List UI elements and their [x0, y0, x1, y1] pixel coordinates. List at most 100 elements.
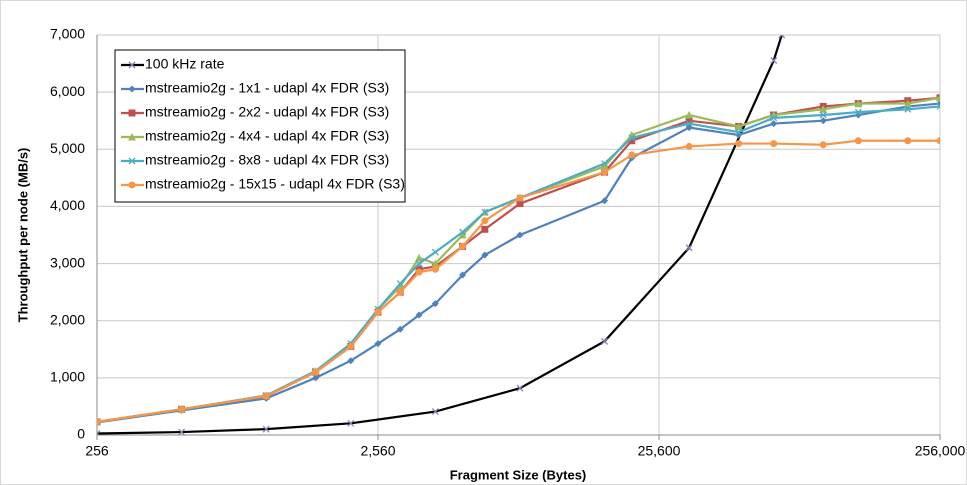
marker: [396, 282, 405, 290]
marker: [396, 280, 404, 288]
marker: [516, 231, 524, 239]
marker: [178, 405, 186, 413]
marker: [628, 151, 636, 159]
marker: [601, 168, 609, 176]
marker: [685, 120, 693, 128]
marker: [431, 265, 439, 273]
marker: [178, 428, 186, 435]
marker: [854, 108, 862, 116]
marker: [819, 105, 828, 113]
marker: [854, 137, 862, 145]
legend-label: mstreamio2g - 1x1 - udapl 4x FDR (S3): [145, 80, 389, 96]
marker: [903, 99, 912, 108]
marker: [347, 357, 355, 365]
y-tick-label: 2,000: [50, 311, 85, 327]
y-tick-label: 7,000: [50, 26, 85, 42]
marker: [347, 419, 355, 427]
marker: [936, 102, 940, 110]
marker: [481, 251, 489, 259]
marker: [770, 120, 778, 128]
legend-label: mstreamio2g - 2x2 - udapl 4x FDR (S3): [145, 104, 389, 120]
marker: [770, 114, 778, 122]
y-axis-label: Throughput per node (MB/s): [15, 148, 30, 323]
marker: [415, 311, 423, 319]
marker: [819, 111, 827, 119]
legend-label: mstreamio2g - 8x8 - udapl 4x FDR (S3): [145, 152, 389, 168]
marker: [770, 140, 778, 148]
marker: [431, 300, 439, 308]
marker: [481, 217, 489, 225]
marker: [819, 117, 827, 125]
marker: [128, 109, 136, 117]
marker: [481, 208, 489, 216]
marker: [347, 342, 355, 350]
marker: [128, 85, 136, 93]
marker: [601, 160, 608, 168]
marker: [312, 368, 320, 376]
marker: [735, 140, 743, 148]
marker: [431, 408, 439, 416]
x-axis-label: Fragment Size (Bytes): [450, 467, 587, 482]
marker: [415, 253, 424, 262]
marker: [936, 137, 940, 145]
legend-label: mstreamio2g - 4x4 - udapl 4x FDR (S3): [145, 128, 389, 144]
marker: [778, 35, 786, 39]
y-tick-label: 0: [77, 426, 85, 442]
marker: [735, 128, 743, 136]
marker: [97, 430, 101, 435]
marker: [459, 242, 467, 250]
marker: [770, 57, 778, 64]
marker: [936, 93, 940, 102]
marker: [904, 105, 912, 113]
marker: [601, 337, 608, 345]
marker: [97, 418, 101, 426]
marker: [415, 260, 423, 268]
marker: [262, 425, 270, 433]
legend-box: [114, 49, 406, 203]
x-tick-label: 256,000: [915, 443, 966, 459]
marker: [685, 142, 693, 150]
marker: [459, 271, 467, 279]
marker: [396, 325, 404, 333]
marker: [685, 244, 693, 252]
legend: 100 kHz rate mstreamio2g - 1x1 - udapl 4x…: [114, 49, 406, 203]
marker: [685, 111, 694, 119]
x-tick-label: 25,600: [638, 443, 681, 459]
marker: [128, 181, 136, 189]
marker: [262, 392, 270, 400]
legend-label: 100 kHz rate: [145, 56, 225, 72]
y-tick-label: 5,000: [50, 140, 85, 156]
marker: [458, 231, 467, 239]
x-tick-label: 2,560: [360, 443, 395, 459]
marker: [628, 137, 636, 145]
x-tick-label: 256: [85, 443, 109, 459]
legend-label: mstreamio2g - 15x15 - udapl 4x FDR (S3): [145, 176, 405, 192]
marker: [481, 225, 489, 233]
marker: [312, 374, 320, 382]
marker: [685, 117, 693, 125]
marker: [431, 259, 440, 268]
marker: [601, 197, 609, 205]
y-tick-label: 6,000: [50, 83, 85, 99]
y-tick-label: 3,000: [50, 254, 85, 270]
marker: [516, 384, 524, 392]
y-tick-label: 4,000: [50, 197, 85, 213]
marker: [516, 200, 524, 208]
marker: [431, 248, 439, 256]
marker: [819, 141, 827, 149]
plot-area: [97, 35, 940, 435]
marker: [128, 157, 136, 165]
marker: [396, 288, 404, 296]
series-line: [97, 35, 783, 435]
marker: [415, 268, 423, 276]
marker: [374, 340, 382, 348]
marker: [734, 122, 743, 130]
marker: [628, 134, 636, 142]
marker: [128, 133, 136, 141]
marker: [516, 194, 524, 202]
marker: [904, 137, 912, 145]
marker: [128, 61, 136, 69]
marker: [854, 99, 863, 108]
marker: [459, 228, 467, 236]
